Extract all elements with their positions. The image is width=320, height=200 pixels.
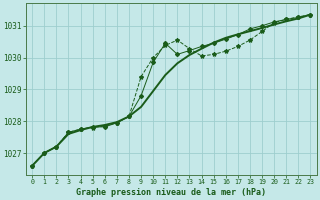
- X-axis label: Graphe pression niveau de la mer (hPa): Graphe pression niveau de la mer (hPa): [76, 188, 266, 197]
